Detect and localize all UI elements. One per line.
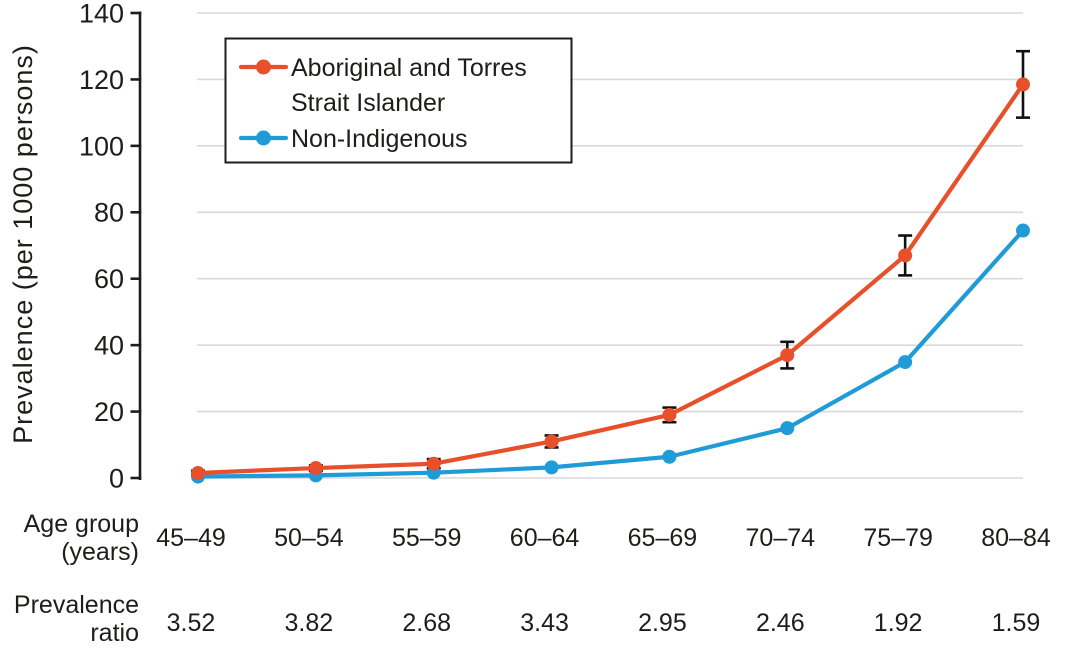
age-group-label: 65–69	[628, 524, 698, 552]
legend-label: Aboriginal and Torres	[291, 54, 527, 82]
age-group-header-line2: (years)	[61, 538, 139, 566]
y-tick-label: 140	[79, 0, 124, 28]
prevalence-ratio-header-line1: Prevalence	[14, 591, 139, 619]
prevalence-ratio-value: 2.68	[402, 609, 451, 637]
age-group-label: 70–74	[746, 524, 816, 552]
series-line	[195, 82, 1026, 476]
chart-generated-layer: 0 20 40 60 80 100 120 140 45–49 50–54 55–59 60–64 65…	[79, 0, 1051, 637]
prevalence-ratio-value: 1.92	[874, 609, 923, 637]
data-point	[191, 466, 205, 481]
legend-box	[224, 37, 573, 164]
age-group-label: 55–59	[392, 524, 462, 552]
prevalence-ratio-value: 3.43	[520, 609, 569, 637]
y-tick-label: 20	[94, 397, 124, 427]
legend-marker-dot	[256, 59, 271, 75]
legend-marker-dot	[256, 130, 271, 146]
age-group-label: 60–64	[510, 524, 580, 552]
data-point	[780, 348, 795, 363]
prevalence-ratio-value: 2.46	[756, 609, 805, 637]
data-point	[1016, 223, 1030, 238]
data-point	[426, 456, 441, 471]
prevalence-ratio-value: 3.52	[167, 609, 216, 637]
y-tick-label: 120	[79, 65, 124, 95]
y-tick-label: 40	[94, 331, 124, 361]
age-group-label: 50–54	[274, 524, 344, 552]
age-group-label: 45–49	[156, 524, 226, 552]
data-point	[544, 434, 559, 449]
legend-label: Strait Islander	[291, 89, 445, 117]
data-point	[662, 449, 677, 464]
data-point	[1016, 77, 1030, 92]
y-tick-label: 100	[79, 131, 124, 161]
prevalence-ratio-value: 2.95	[638, 609, 687, 637]
y-tick-label: 80	[94, 198, 124, 228]
age-group-label: 75–79	[863, 524, 933, 552]
data-point	[544, 460, 559, 475]
y-axis-title: Prevalence (per 1000 persons)	[8, 44, 38, 444]
prevalence-ratio-value: 1.59	[992, 609, 1041, 637]
data-point	[898, 355, 913, 370]
data-point	[662, 407, 677, 422]
y-tick-label: 60	[94, 264, 124, 294]
data-point	[308, 461, 323, 476]
data-point	[780, 421, 795, 436]
prevalence-ratio-header-line2: ratio	[90, 619, 139, 647]
prevalence-ratio-value: 3.82	[285, 609, 334, 637]
y-tick-label: 0	[109, 463, 124, 493]
data-point	[898, 248, 913, 263]
series-line	[195, 228, 1026, 479]
legend-label: Non-Indigenous	[291, 125, 468, 153]
age-group-label: 80–84	[981, 524, 1051, 552]
age-group-header-line1: Age group	[24, 510, 139, 538]
